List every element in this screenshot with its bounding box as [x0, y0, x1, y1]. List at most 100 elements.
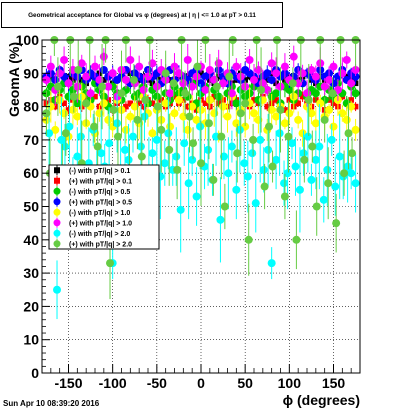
data-point — [117, 89, 126, 98]
data-point — [144, 109, 152, 118]
x-axis-label: ϕ (degrees) — [283, 392, 360, 408]
data-point — [276, 102, 285, 111]
x-tick-label: 150 — [322, 375, 346, 391]
data-point — [57, 135, 66, 144]
x-tick-label: 100 — [278, 375, 302, 391]
data-point — [351, 179, 360, 188]
data-point — [276, 99, 285, 108]
data-point — [156, 172, 165, 181]
grid-layer — [42, 39, 360, 374]
data-point — [242, 100, 248, 107]
data-point — [140, 112, 149, 121]
data-point — [127, 100, 134, 107]
data-point — [210, 75, 219, 84]
data-point — [286, 73, 293, 80]
data-point — [179, 72, 188, 81]
data-point — [243, 172, 252, 181]
data-point — [232, 99, 241, 108]
data-point — [260, 182, 269, 191]
data-point — [219, 152, 228, 161]
data-point — [46, 62, 55, 71]
data-point — [207, 77, 213, 83]
data-point — [267, 105, 276, 114]
data-point — [330, 100, 337, 107]
data-point — [170, 82, 179, 91]
data-point — [73, 99, 82, 108]
data-point — [179, 79, 188, 88]
data-point — [316, 99, 325, 108]
y-tick-label: 60 — [23, 165, 39, 181]
legend-entry: (+) with pT/|q| > 0.1 — [54, 175, 132, 186]
data-point — [128, 132, 137, 141]
data-point — [303, 89, 311, 98]
data-point — [241, 122, 250, 131]
data-point — [347, 102, 356, 111]
data-point — [254, 95, 263, 104]
data-point — [189, 139, 198, 148]
data-point — [46, 69, 55, 78]
data-point — [109, 105, 118, 114]
data-point — [167, 100, 173, 107]
data-point — [225, 72, 234, 81]
data-point — [157, 125, 166, 134]
data-point — [233, 97, 240, 103]
data-point — [335, 152, 344, 161]
data-point — [308, 142, 317, 151]
data-point — [280, 179, 289, 188]
data-point — [326, 97, 332, 103]
data-point — [170, 62, 179, 71]
data-point — [289, 72, 298, 81]
data-point — [183, 75, 192, 84]
data-point — [233, 149, 242, 158]
data-point — [68, 105, 77, 114]
data-point — [338, 65, 347, 74]
data-point — [307, 72, 316, 81]
data-point — [307, 85, 316, 94]
data-point — [185, 112, 194, 121]
data-point — [74, 100, 81, 107]
data-point — [241, 99, 250, 108]
data-point — [77, 82, 86, 91]
data-point — [198, 97, 204, 103]
data-point — [139, 75, 148, 84]
data-point — [258, 79, 267, 88]
data-point — [317, 73, 324, 80]
data-point — [241, 65, 250, 74]
legend-marker — [54, 167, 60, 174]
data-point — [227, 69, 236, 78]
data-point — [246, 103, 253, 110]
data-point — [352, 80, 359, 87]
data-point — [214, 65, 223, 74]
data-point — [272, 89, 281, 98]
data-point — [258, 79, 267, 88]
data-point — [140, 73, 147, 80]
data-point — [158, 77, 165, 83]
data-point — [42, 89, 51, 98]
data-point — [184, 103, 191, 110]
data-point — [304, 70, 310, 77]
data-point — [209, 175, 218, 184]
data-point — [166, 89, 175, 98]
data-point — [268, 162, 277, 171]
data-point — [242, 77, 248, 83]
data-point — [92, 93, 98, 100]
y-tick-label: 80 — [23, 99, 39, 115]
data-point — [92, 77, 98, 83]
data-point — [331, 182, 340, 191]
data-point — [347, 69, 356, 78]
data-point — [157, 79, 166, 88]
legend-label: (+) with pT/|q| > 1.0 — [69, 220, 132, 227]
data-point — [46, 82, 55, 91]
data-point — [276, 82, 285, 91]
data-point — [135, 62, 144, 71]
data-point — [148, 59, 157, 68]
data-point — [312, 202, 321, 211]
data-point — [347, 169, 356, 178]
data-point — [228, 36, 237, 44]
data-point — [324, 179, 333, 188]
data-point — [219, 102, 228, 111]
data-point — [121, 75, 130, 84]
data-point — [157, 65, 166, 74]
data-point — [326, 73, 332, 80]
data-point — [348, 149, 357, 158]
